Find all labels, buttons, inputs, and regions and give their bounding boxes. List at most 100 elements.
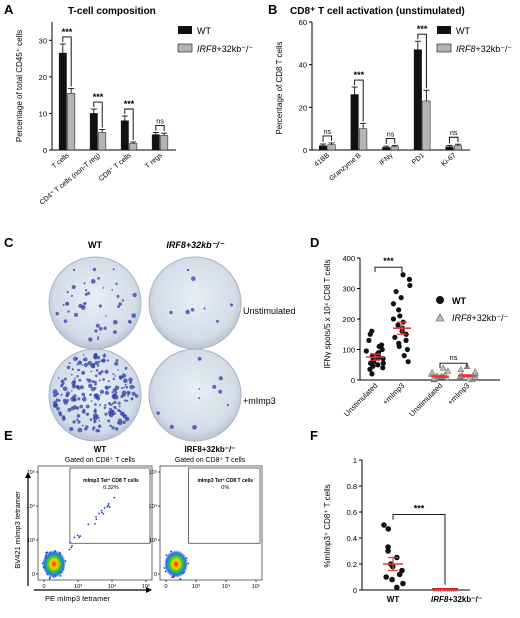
well-wt-mimp3-spot: [104, 412, 108, 416]
panel-f-ytick-label-5: 1: [353, 456, 357, 465]
panel-d-ytick-label-3: 300: [342, 285, 355, 294]
panel-d-point-1-13: [397, 313, 403, 319]
well-wt-mimp3-spot: [87, 378, 92, 383]
well-wt-unstimulated-spot: [97, 276, 100, 280]
panel-f-category-suffix: +32kb⁻/⁻: [448, 595, 482, 604]
well-wt-mimp3-spot: [118, 410, 121, 413]
panel-d-point-1-6: [392, 334, 398, 340]
well-wt-unstimulated-spot: [98, 326, 103, 331]
well-wt-unstimulated-spot: [83, 302, 86, 306]
panel-e-plot-0-tail-event: [76, 534, 79, 537]
panel-b-ylabel: Percentage of CD8 T cells: [275, 41, 284, 134]
well-wt-mimp3-spot: [96, 364, 100, 367]
well-wt-mimp3-spot: [125, 385, 129, 389]
panel-d-point-1-1: [401, 353, 407, 359]
panel-a-sig-label-2: ***: [124, 99, 135, 109]
panel-d-category-label-1: +mImp3: [381, 381, 407, 407]
panel-f-scatter: %mImp3⁺ CD8⁺ T cells 0 0.2 0.4 0.6 0.8 1 WT IRF…: [323, 456, 482, 604]
panel-e-plot-0-tail-event: [98, 512, 100, 515]
panel-a-category-label-3: T regs: [144, 152, 164, 170]
well-wt-mimp3-spot: [93, 409, 97, 413]
panel-b-sig-bracket-0: [322, 135, 333, 143]
well-wt-mimp3-spot: [81, 392, 86, 396]
panel-letter-c: C: [4, 235, 14, 250]
well-ko-mimp3-spot: [218, 376, 223, 381]
well-wt-mimp3-spot: [70, 406, 75, 411]
panel-e-plot-0-ytick-label-0: 0: [32, 572, 35, 578]
panel-e-plot-0-tail-event: [73, 536, 76, 539]
well-wt-mimp3-spot: [55, 398, 60, 402]
panel-letter-e: E: [4, 428, 13, 443]
panel-e-plot-0-tail-event: [113, 496, 116, 499]
panel-f-category-gene: IRF8: [431, 595, 449, 604]
panel-d-point-1-15: [390, 301, 397, 307]
panel-f-ytick-label-2: 0.4: [347, 534, 357, 543]
legend-d-ko-gene: IRF8: [452, 313, 472, 323]
well-wt-unstimulated-spot: [87, 291, 91, 295]
well-wt-mimp3-spot: [120, 387, 124, 390]
well-wt-mimp3-spot: [98, 403, 102, 407]
panel-a-bar-chart: T-cell composition Percentage of total C…: [15, 6, 254, 207]
well-wt-mimp3-spot: [73, 394, 77, 398]
panel-c-row-unstim: Unstimulated: [243, 306, 296, 316]
well-ko-mimp3-spot: [198, 397, 201, 400]
panel-e-title-ko: IRF8+32kb⁻/⁻: [185, 445, 236, 454]
panel-d-point-2-10: [444, 367, 452, 374]
panel-e-plot-0-tail-event: [69, 541, 72, 544]
panel-b-category-label-0: 41BB: [313, 152, 331, 169]
well-wt-mimp3-spot: [93, 420, 97, 424]
panel-d-point-1-10: [395, 322, 401, 328]
panel-b-category-label-2: IFNγ: [378, 152, 394, 167]
panel-d-category-label-2: Unstimulated: [407, 381, 444, 418]
panel-f-category-label-0: WT: [387, 595, 400, 604]
panel-d-point-3-1: [465, 374, 473, 382]
panel-b-bar-0-2: [382, 147, 391, 151]
well-wt-mimp3-spot: [115, 391, 118, 394]
well-wt-mimp3-spot: [58, 411, 62, 415]
panel-f-point-0-2: [385, 544, 391, 550]
well-wt-mimp3-spot: [104, 390, 110, 396]
well-wt-mimp3-spot: [78, 378, 82, 382]
panel-e-ylabel: BV421 mImp3 tetramer: [13, 491, 22, 569]
panel-a-ytick-label-3: 30: [39, 36, 47, 45]
well-wt-mimp3-spot: [83, 357, 88, 362]
well-wt-mimp3-spot: [71, 395, 74, 398]
panel-a-bar-1-3: [160, 135, 169, 151]
panel-f-sig-bracket: [392, 514, 446, 585]
well-wt-unstimulated-spot: [113, 330, 117, 335]
well-wt-mimp3-spot: [127, 391, 131, 395]
well-wt-mimp3-spot: [94, 380, 97, 384]
panel-e-subtitle-ko: Gated on CD8⁺ T cells: [175, 457, 246, 464]
panel-e-plot-0-tail-event: [106, 505, 109, 508]
panel-d-category-label-0: Unstimulated: [342, 381, 379, 418]
well-wt-mimp3-spot: [103, 353, 106, 356]
well-wt-unstimulated-spot: [121, 299, 125, 302]
well-wt-mimp3-spot: [113, 400, 117, 405]
well-wt-mimp3-spot: [65, 391, 71, 396]
well-wt-mimp3-spot: [85, 404, 90, 409]
panel-e-plot-1-gate-label: mImp3 Tet⁺ CD8 T cells: [197, 478, 253, 484]
well-wt-mimp3-spot: [89, 393, 92, 397]
panel-a-bar-0-2: [120, 120, 129, 151]
well-wt-unstimulated-spot: [83, 282, 86, 285]
panel-e-plot-0-gate-value: 0.32%: [103, 485, 119, 491]
panel-b-bar-0-3: [413, 49, 422, 151]
well-wt-mimp3-spot: [114, 361, 119, 366]
well-wt-mimp3-spot: [131, 397, 134, 400]
panel-a-sig-label-0: ***: [62, 27, 73, 37]
panel-letter-a: A: [4, 2, 14, 17]
well-wt-mimp3-spot: [79, 385, 84, 390]
well-wt-mimp3-spot: [91, 380, 95, 384]
well-wt-mimp3-spot: [53, 393, 57, 398]
panel-b-sig-label-1: ***: [354, 70, 365, 80]
well-wt-mimp3-spot: [99, 389, 105, 394]
well-wt-mimp3-spot: [101, 358, 106, 363]
well-wt-mimp3-spot: [68, 362, 71, 365]
panel-d-point-1-20: [400, 272, 406, 278]
well-wt-mimp3-spot: [102, 378, 105, 381]
panel-e-plot-0-gate: [69, 467, 151, 544]
well-wt-mimp3-spot: [98, 379, 101, 382]
well-wt-unstimulated-spot: [131, 313, 137, 318]
well-wt-mimp3-spot: [93, 353, 98, 357]
